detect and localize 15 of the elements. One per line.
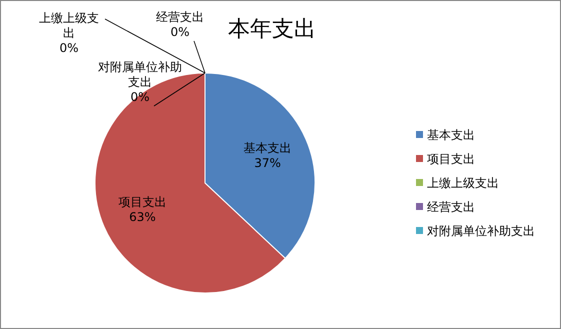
legend-label: 项目支出	[427, 152, 475, 166]
slice-label: 项目支出	[117, 195, 168, 210]
legend-label: 上缴上级支出	[427, 176, 499, 190]
legend-label: 经营支出	[427, 200, 475, 214]
data-label: 37%	[253, 156, 282, 171]
category-label: 对附属单位补助支出	[98, 60, 182, 89]
slice-label: 基本支出	[242, 140, 293, 156]
text: 0%	[59, 41, 79, 55]
legend-label: 基本支出	[427, 128, 475, 142]
legend-label: 对附属单位补助支出	[427, 224, 535, 238]
data-label: 63%	[128, 210, 157, 226]
chart-title: 本年支出	[228, 17, 316, 42]
category-label: 上缴上级支出	[39, 11, 99, 40]
category-label: 经营支出	[156, 10, 204, 24]
text: 0%	[170, 25, 190, 39]
